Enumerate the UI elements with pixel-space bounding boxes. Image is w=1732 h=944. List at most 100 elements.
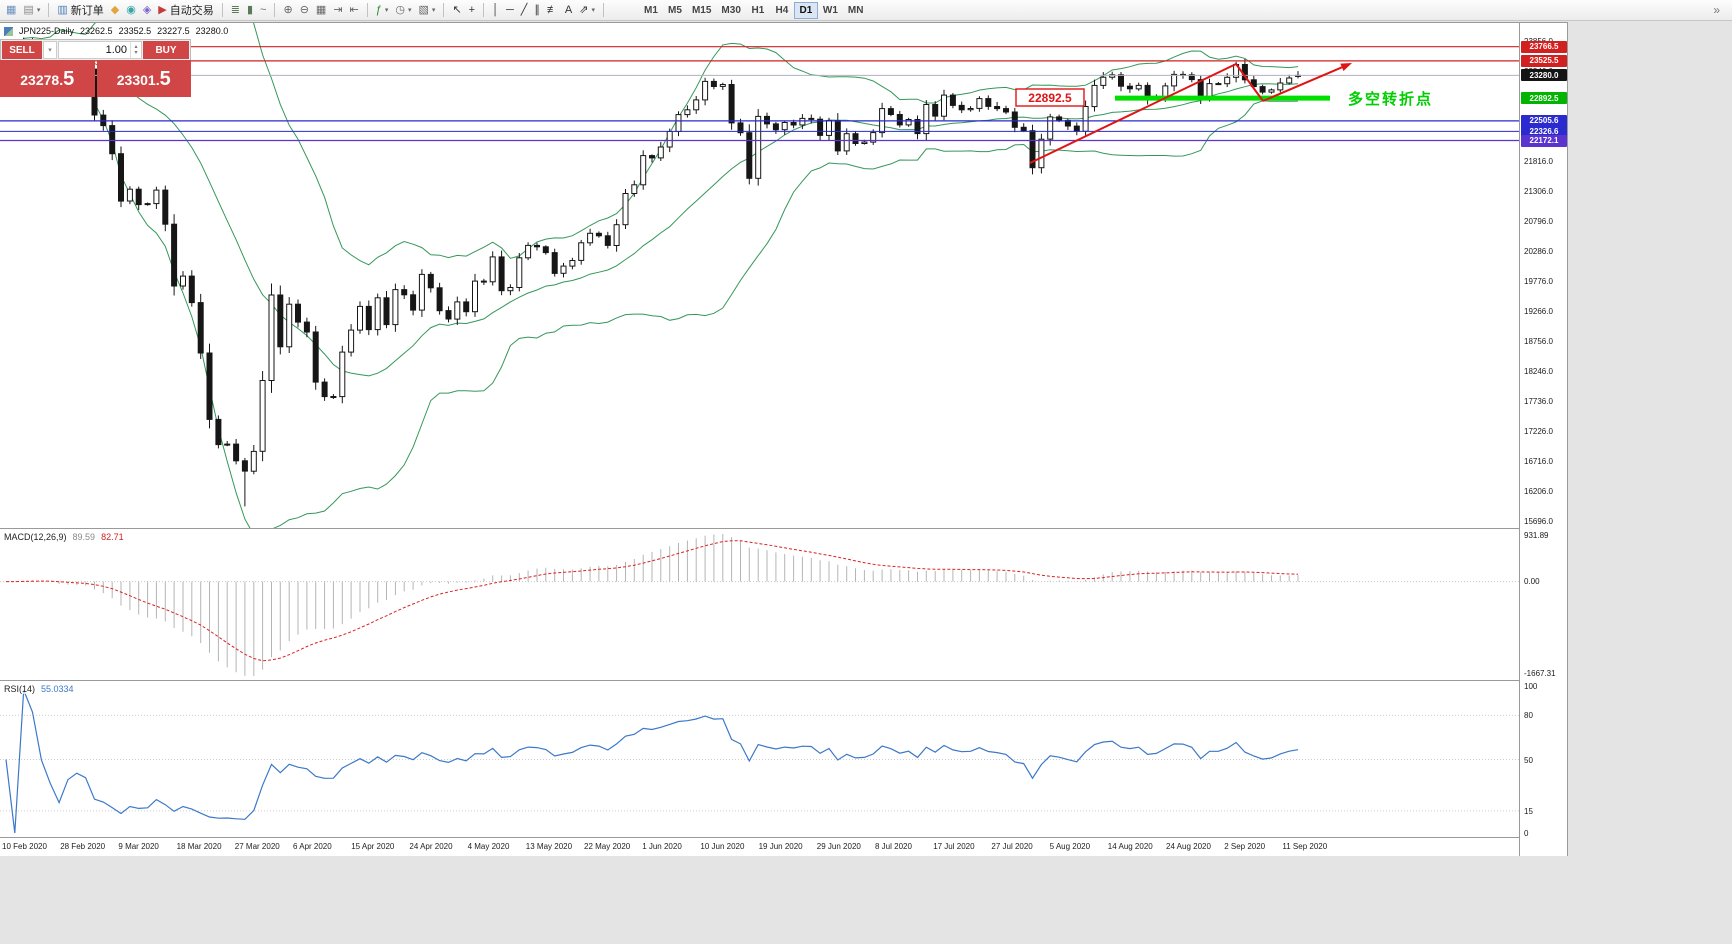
buy-price-button[interactable]: 23301. 5 <box>96 60 191 97</box>
trend-line-2[interactable] <box>1235 63 1264 102</box>
date-label: 1 Jun 2020 <box>642 842 682 851</box>
date-label: 19 Jun 2020 <box>758 842 803 851</box>
price-scale-label: 16716.0 <box>1524 456 1553 466</box>
market-watch-button[interactable]: ◉ <box>123 1 139 19</box>
cursor-icon: ↖ <box>452 4 462 16</box>
zoom-in-button[interactable]: ⊕ <box>280 1 295 19</box>
profiles-button[interactable]: ▤ ▾ <box>20 1 43 19</box>
volume-value: 1.00 <box>105 44 127 56</box>
panel-separator[interactable] <box>0 528 1566 529</box>
time-axis[interactable]: 10 Feb 2020 28 Feb 2020 9 Mar 2020 18 Mar 2… <box>0 838 1519 856</box>
macd-signal-line[interactable] <box>6 540 1299 662</box>
chart-bars-button[interactable]: ≣ <box>228 1 243 19</box>
macd-max-label: 931.89 <box>1524 531 1549 540</box>
rsi-panel-canvas[interactable] <box>0 682 1519 837</box>
fibonacci-icon: ≢ <box>546 4 558 16</box>
one-click-trading-panel: SELL ▾ 1.00 ▴ ▾ BUY 23278. 5 23301. 5 <box>0 39 191 97</box>
date-label: 10 Jun 2020 <box>700 842 745 851</box>
date-label: 28 Feb 2020 <box>60 842 106 851</box>
date-label: 11 Sep 2020 <box>1282 842 1328 851</box>
trendline-button[interactable]: ╱ <box>518 1 531 19</box>
new-chart-button[interactable]: ▦ <box>3 1 19 19</box>
new-chart-icon: ▦ <box>6 4 17 16</box>
date-label: 17 Jul 2020 <box>933 842 975 851</box>
timeframe-m15-button[interactable]: M15 <box>691 4 712 16</box>
chart-symbol-icon <box>4 26 13 36</box>
chart-shift-button[interactable]: ⇤ <box>347 1 362 19</box>
support-annotation-text[interactable]: 多空转折点 <box>1348 90 1433 108</box>
symbol-name: JPN225-Daily <box>19 26 75 36</box>
tile-windows-button[interactable]: ▦ <box>313 1 329 19</box>
price-axis[interactable]: 23856.023346.022836.022326.021816.021306… <box>1519 23 1567 856</box>
rsi-scale-label: 0 <box>1524 829 1529 838</box>
metaquotes-community-button[interactable]: ◆ <box>108 1 122 19</box>
macd-label: MACD(12,26,9) 89.59 82.71 <box>4 532 124 542</box>
vertical-line-button[interactable]: │ <box>489 1 502 19</box>
toolbar-overflow-button[interactable]: » <box>1713 3 1720 17</box>
crosshair-button[interactable]: + <box>466 1 478 19</box>
trend-line-1[interactable] <box>1029 63 1237 164</box>
macd-main-value: 89.59 <box>72 532 96 542</box>
price-callout-box[interactable] <box>1015 88 1085 107</box>
macd-panel-canvas[interactable] <box>0 530 1519 680</box>
chart-bars-icon: ≣ <box>230 4 240 16</box>
chart-shift-icon: ⇤ <box>349 4 359 16</box>
new-order-button[interactable]: ▥ 新订单 <box>54 1 106 19</box>
buy-button[interactable]: BUY <box>143 41 189 59</box>
text-label-icon: A <box>564 4 573 16</box>
spinner-up-icon[interactable]: ▴ <box>134 44 138 50</box>
zoom-out-button[interactable]: ⊖ <box>297 1 312 19</box>
periods-menu-button[interactable]: ◷ ▾ <box>392 1 414 19</box>
timeframe-h4-button[interactable]: H4 <box>775 4 789 16</box>
chart-candlesticks-icon: ▮ <box>246 4 254 16</box>
chart-ohlc-info: JPN225-Daily 23262.5 23352.5 23227.5 232… <box>4 26 228 36</box>
volume-spinner[interactable]: ▴ ▾ <box>130 42 141 58</box>
rsi-scale-label: 50 <box>1524 755 1533 765</box>
rsi-label: RSI(14) 55.0334 <box>4 684 74 694</box>
timeframe-w1-button[interactable]: W1 <box>822 4 838 16</box>
bollinger-lower-band[interactable] <box>5 50 1299 528</box>
fibonacci-button[interactable]: ≢ <box>544 1 561 19</box>
price-tag: 23280.0 <box>1521 69 1567 82</box>
profiles-icon: ▤ <box>23 4 34 16</box>
trend-arrow-line[interactable] <box>1262 66 1343 102</box>
volume-input[interactable]: 1.00 ▴ ▾ <box>58 41 142 59</box>
timeframe-d1-button[interactable]: D1 <box>793 1 818 19</box>
sell-button[interactable]: SELL <box>2 41 42 59</box>
indicators-button[interactable]: ƒ ▾ <box>373 1 392 19</box>
timeframe-m30-button[interactable]: M30 <box>721 4 741 16</box>
trade-options-dropdown[interactable]: ▾ <box>43 41 57 59</box>
price-scale-label: 20286.0 <box>1524 246 1553 256</box>
trade-panel-controls: SELL ▾ 1.00 ▴ ▾ BUY <box>0 39 191 60</box>
horizontal-line-button[interactable]: ─ <box>503 1 517 19</box>
trade-panel-prices: 23278. 5 23301. 5 <box>0 60 191 97</box>
panel-separator[interactable] <box>0 680 1566 681</box>
macd-min-label: -1667.31 <box>1524 669 1556 678</box>
chart-line-button[interactable]: ~ <box>257 1 269 19</box>
price-main-digits: 23301. <box>116 72 160 88</box>
price-chart-canvas[interactable]: 22892.5 多空转折点 <box>0 23 1519 528</box>
rsi-line[interactable] <box>5 689 1299 834</box>
timeframe-m1-button[interactable]: M1 <box>644 4 658 16</box>
equidistant-channel-button[interactable]: ∥ <box>531 1 543 19</box>
autotrading-button[interactable]: ▶ 自动交易 <box>155 1 216 19</box>
arrows-button[interactable]: ⇗ ▾ <box>576 1 598 19</box>
data-window-button[interactable]: ◈ <box>140 1 154 19</box>
new-order-icon: ▥ <box>57 4 68 16</box>
rsi-scale-label: 15 <box>1524 806 1533 816</box>
cursor-button[interactable]: ↖ <box>449 1 464 19</box>
vertical-line-icon: │ <box>492 4 499 16</box>
date-label: 24 Apr 2020 <box>409 842 453 851</box>
timeframe-mn-button[interactable]: MN <box>847 4 864 16</box>
sell-price-button[interactable]: 23278. 5 <box>0 60 95 97</box>
auto-scroll-button[interactable]: ⇥ <box>330 1 345 19</box>
timeframe-m5-button[interactable]: M5 <box>668 4 682 16</box>
spinner-down-icon[interactable]: ▾ <box>134 50 138 56</box>
templates-button[interactable]: ▧ ▾ <box>416 1 439 19</box>
text-label-button[interactable]: A <box>562 1 575 19</box>
timeframe-h1-button[interactable]: H1 <box>751 4 765 16</box>
bollinger-upper-band[interactable] <box>5 23 1299 266</box>
chart-candlesticks-button[interactable]: ▮ <box>244 1 256 19</box>
indicators-icon: ƒ <box>375 4 382 16</box>
